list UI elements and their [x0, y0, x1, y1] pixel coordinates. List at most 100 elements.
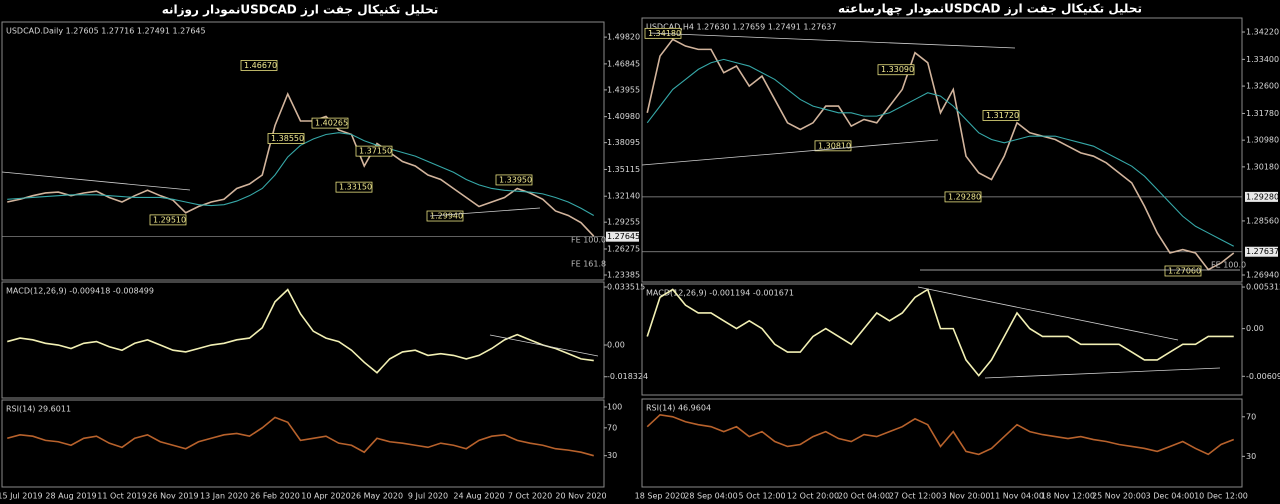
series-line [7, 416, 594, 457]
panel-header: RSI(14) 29.6011 [6, 405, 71, 414]
series-line [646, 58, 1235, 247]
panel [1, 21, 605, 281]
panel [1, 281, 605, 399]
x-tick-label: 24 Aug 2020 [453, 492, 504, 501]
x-tick-label: 11 Oct 2019 [97, 492, 146, 501]
annotation-box [982, 110, 1020, 121]
annotation-box [267, 133, 305, 144]
annotation-label: 1.33950 [499, 175, 532, 184]
x-tick-label: 5 Oct 12:00 [738, 492, 785, 501]
y-tick-label: 1.29255 [607, 218, 640, 227]
annotation-box [355, 145, 393, 157]
panel [1, 399, 605, 488]
panel-header: USDCAD,H4 1.27630 1.27659 1.27491 1.2763… [646, 23, 836, 32]
x-tick-label: 9 Jul 2020 [408, 492, 448, 501]
panel-header: MACD(12,26,9) -0.009418 -0.008499 [6, 287, 154, 296]
panel [641, 283, 1243, 396]
panel-header: RSI(14) 46.9604 [646, 404, 711, 413]
y-tick-label: 30 [607, 451, 617, 460]
y-tick-label: 1.23385 [607, 271, 640, 280]
x-tick-label: 26 May 2020 [351, 492, 403, 501]
annotation-box [1164, 265, 1202, 277]
annotation-box [240, 60, 278, 71]
x-tick-label: 26 Feb 2020 [250, 492, 300, 501]
panel [641, 398, 1243, 488]
annotation-label: 1.30810 [818, 141, 851, 150]
price-label: 1.27645 [607, 232, 640, 241]
annotation-box [877, 64, 915, 76]
x-tick-label: 18 Sep 2020 [635, 492, 686, 501]
x-tick-label: 10 Apr 2020 [301, 492, 350, 501]
y-tick-label: 1.32140 [607, 192, 640, 201]
trend-line [489, 334, 599, 357]
series-line [646, 413, 1235, 456]
annotation-label: FE 100.0 [1211, 261, 1246, 270]
y-tick-label: 1.30180 [1246, 162, 1279, 171]
annotation-label: 1.46670 [244, 61, 277, 70]
y-tick-label: 1.34220 [1246, 28, 1279, 37]
x-tick-label: 7 Oct 2020 [508, 492, 552, 501]
annotation-label: FE 161.8 [571, 260, 606, 269]
series-line [7, 132, 595, 216]
annotation-box [335, 181, 373, 193]
price-label: 1.29280 [1246, 192, 1279, 201]
y-tick-label: 1.26275 [607, 244, 640, 253]
y-tick-label: 1.31780 [1246, 109, 1279, 118]
trend-line [641, 139, 939, 166]
y-tick-label: 1.28560 [1246, 216, 1279, 225]
y-tick-label: 1.40980 [607, 112, 640, 121]
y-tick-label: 1.35115 [607, 165, 640, 174]
x-tick-label: 27 Oct 12:00 [889, 492, 941, 501]
y-tick-label: 0.00 [607, 341, 625, 350]
left-title: تحلیل تکنیکال جفت ارز USDCADنمودار روزان… [162, 3, 438, 18]
annotation-box [944, 191, 982, 203]
series-line [7, 288, 594, 374]
annotation-label: 1.33090 [881, 65, 914, 74]
y-tick-label: 1.33400 [1246, 55, 1279, 64]
right-title: تحلیل تکنیکال جفت ارز USDCADنمودار چهارس… [838, 2, 1142, 17]
y-tick-label: 100 [607, 402, 622, 411]
price-label: 1.27637 [1246, 247, 1279, 256]
y-tick-label: 30 [1246, 452, 1256, 461]
annotation-label: 1.27060 [1168, 266, 1201, 275]
trend-line [1, 171, 191, 191]
trend-line [984, 367, 1221, 379]
y-tick-label: 1.30980 [1246, 136, 1279, 145]
annotation-box [495, 174, 533, 186]
x-tick-label: 28 Aug 2019 [45, 492, 96, 501]
x-tick-label: 20 Oct 04:00 [838, 492, 890, 501]
x-tick-label: 12 Oct 20:00 [787, 492, 839, 501]
x-tick-label: 10 Dec 12:00 [1194, 492, 1248, 501]
annotation-box [149, 214, 187, 226]
panel-header: MACD(12,26,9) -0.001194 -0.001671 [646, 289, 794, 298]
x-tick-label: 28 Sep 04:00 [684, 492, 737, 501]
panel [641, 17, 1243, 283]
annotation-label: 1.40265 [315, 119, 348, 128]
annotation-box [311, 117, 349, 129]
y-tick-label: 70 [1246, 412, 1256, 421]
y-tick-label: 1.38095 [607, 138, 640, 147]
annotation-label: 1.31720 [986, 111, 1019, 120]
trend-line [649, 32, 1016, 49]
x-tick-label: 20 Nov 2020 [555, 492, 606, 501]
annotation-label: 1.38550 [271, 134, 304, 143]
annotation-box [426, 210, 464, 222]
x-tick-label: 18 Nov 12:00 [1041, 492, 1095, 501]
x-tick-label: 3 Dec 04:00 [1146, 492, 1195, 501]
x-tick-label: 25 Nov 20:00 [1092, 492, 1146, 501]
annotation-label: 1.33150 [339, 183, 372, 192]
y-tick-label: 1.46845 [607, 59, 640, 68]
panel-header: USDCAD.Daily 1.27605 1.27716 1.27491 1.2… [6, 27, 206, 36]
y-tick-label: -0.018324 [607, 372, 648, 381]
y-tick-label: 1.43955 [607, 85, 640, 94]
y-tick-label: 0.00 [1246, 324, 1264, 333]
x-tick-label: 15 Jul 2019 [0, 492, 43, 501]
price-label-box [1245, 191, 1278, 202]
y-tick-label: 0.005312 [1246, 283, 1280, 292]
y-tick-label: 70 [607, 423, 617, 432]
annotation-label: 1.37150 [359, 147, 392, 156]
x-tick-label: 26 Nov 2019 [147, 492, 198, 501]
y-tick-label: 1.32600 [1246, 82, 1279, 91]
annotation-label: 1.29280 [948, 192, 981, 201]
